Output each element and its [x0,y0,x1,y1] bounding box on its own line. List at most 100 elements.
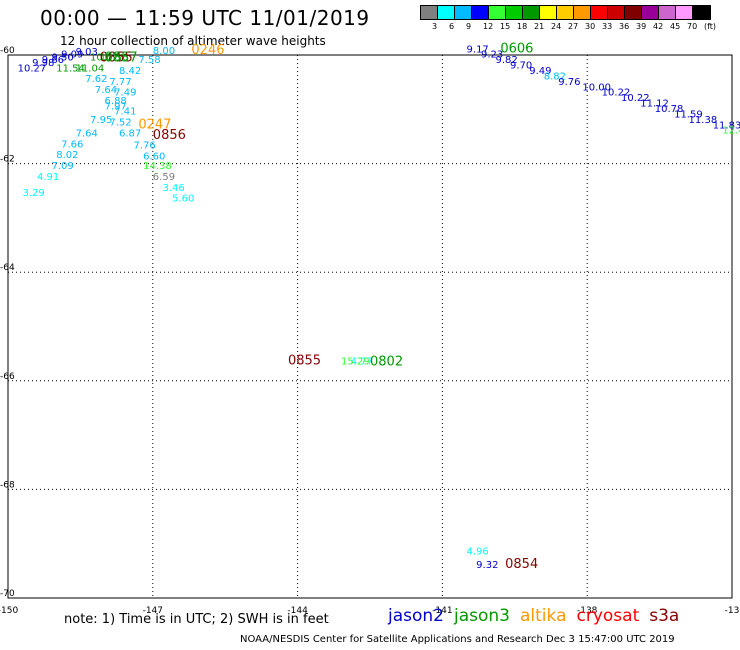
data-point: 3.46 [162,183,184,194]
data-point: 8.02 [56,150,78,161]
data-point: 11.38 [689,115,718,126]
y-tick-label: -62 [0,155,15,165]
credit-line: NOAA/NESDIS Center for Satellite Applica… [240,634,675,645]
colorbar-swatch [557,6,574,19]
colorbar-swatch [438,6,455,19]
colorbar-swatch [608,6,625,19]
data-point: 11.83 [713,120,740,131]
time-label: 0246 [191,43,224,58]
colorbar-label: 39 [636,22,647,31]
data-point: 4.91 [37,172,59,183]
data-point: 7.76 [133,140,155,151]
y-tick-label: -64 [0,263,15,273]
time-label: 0606 [500,41,533,56]
y-tick-label: -68 [0,480,15,490]
colorbar-label: 36 [619,22,630,31]
data-point: 9.32 [476,560,498,571]
page-subtitle: 12 hour collection of altimeter wave hei… [60,34,326,48]
time-label: 0857 [105,51,138,66]
colorbar-label: 18 [517,22,528,31]
data-point: 6.59 [153,172,175,183]
colorbar-label: 27 [568,22,579,31]
x-tick-label: -141 [432,606,452,616]
data-point: 11.54 [56,63,85,74]
data-point: 9.66 [42,55,64,66]
time-label: 0802 [370,355,403,370]
x-tick-label: -138 [577,606,598,616]
data-point: 10.78 [655,104,684,115]
data-point: 4.96 [467,547,489,558]
colorbar-swatch [642,6,659,19]
time-label: 0856 [153,128,186,143]
colorbar-label: 21 [534,22,545,31]
data-point: 8.00 [153,46,175,57]
x-tick-label: -147 [143,606,163,616]
colorbar-swatch [625,6,642,19]
data-point: 9.50 [51,52,73,63]
colorbar-label: 6 [449,22,455,31]
colorbar-swatch [523,6,540,19]
colorbar-swatch [506,6,523,19]
data-point: 6.60 [143,151,165,162]
data-point: 9.17 [467,44,489,55]
data-point: 9.82 [495,55,517,66]
colorbar-label: 45 [670,22,681,31]
data-point: 7.97 [105,101,127,112]
y-tick-label: -70 [0,589,15,599]
colorbar-boxes [420,5,711,20]
data-point: 9.70 [510,61,532,72]
data-point: 6.87 [119,128,141,139]
plot-frame [7,54,733,599]
data-point: 7.77 [109,77,131,88]
legend-altika: altika [520,606,567,626]
time-label: 0247 [138,117,171,132]
data-point: 11.59 [674,109,703,120]
data-point: 7.64 [95,85,117,96]
data-point: 10.00 [582,82,611,93]
colorbar-swatch [659,6,676,19]
x-tick-label: -150 [0,606,18,616]
x-tick-label: -13 [725,606,740,616]
data-point: 9.76 [558,77,580,88]
data-point: 14.38 [143,161,172,172]
satellite-legend: jason2 jason3 altika cryosat s3a [388,606,689,626]
colorbar-swatch [421,6,438,19]
data-point: 5.60 [172,194,194,205]
data-point: 15.29 [341,357,370,368]
data-point: 7.62 [85,74,107,85]
data-point: 7.95 [90,115,112,126]
footnote: note: 1) Time is in UTC; 2) SWH is in fe… [64,612,329,627]
colorbar: 3 6 9 12 15 18 21 24 27 30 33 36 39 42 45 70 (ft) [420,5,716,32]
data-point: 7.09 [51,161,73,172]
data-point: 10.27 [18,63,47,74]
colorbar-label: (ft) [704,22,717,31]
time-label: 0854 [505,557,538,572]
data-point: 4.77 [351,357,373,368]
legend-cryosat: cryosat [576,606,640,626]
colorbar-label: 12 [483,22,494,31]
colorbar-swatch [676,6,693,19]
colorbar-label: 42 [653,22,664,31]
data-point: 7.52 [109,118,131,129]
data-point: 8.82 [544,71,566,82]
data-point: 9.23 [481,50,503,61]
legend-jason3: jason3 [454,606,510,626]
data-point: 12.4 [722,126,740,137]
time-label: 0855 [288,354,321,369]
colorbar-label: 33 [602,22,613,31]
data-point: 9.09 [61,50,83,61]
data-point: 7.66 [61,139,83,150]
colorbar-swatch [574,6,591,19]
data-point: 9.03 [76,47,98,58]
colorbar-swatch [455,6,472,19]
page-title: 00:00 — 11:59 UTC 11/01/2019 [40,6,370,30]
colorbar-swatch [693,6,710,19]
data-point: 6.88 [105,96,127,107]
data-point: 7.64 [76,128,98,139]
colorbar-label: 9 [466,22,472,31]
data-point: 3.29 [22,188,44,199]
data-point: 10.36 [100,52,129,63]
colorbar-label: 70 [687,22,698,31]
colorbar-label: 15 [500,22,511,31]
